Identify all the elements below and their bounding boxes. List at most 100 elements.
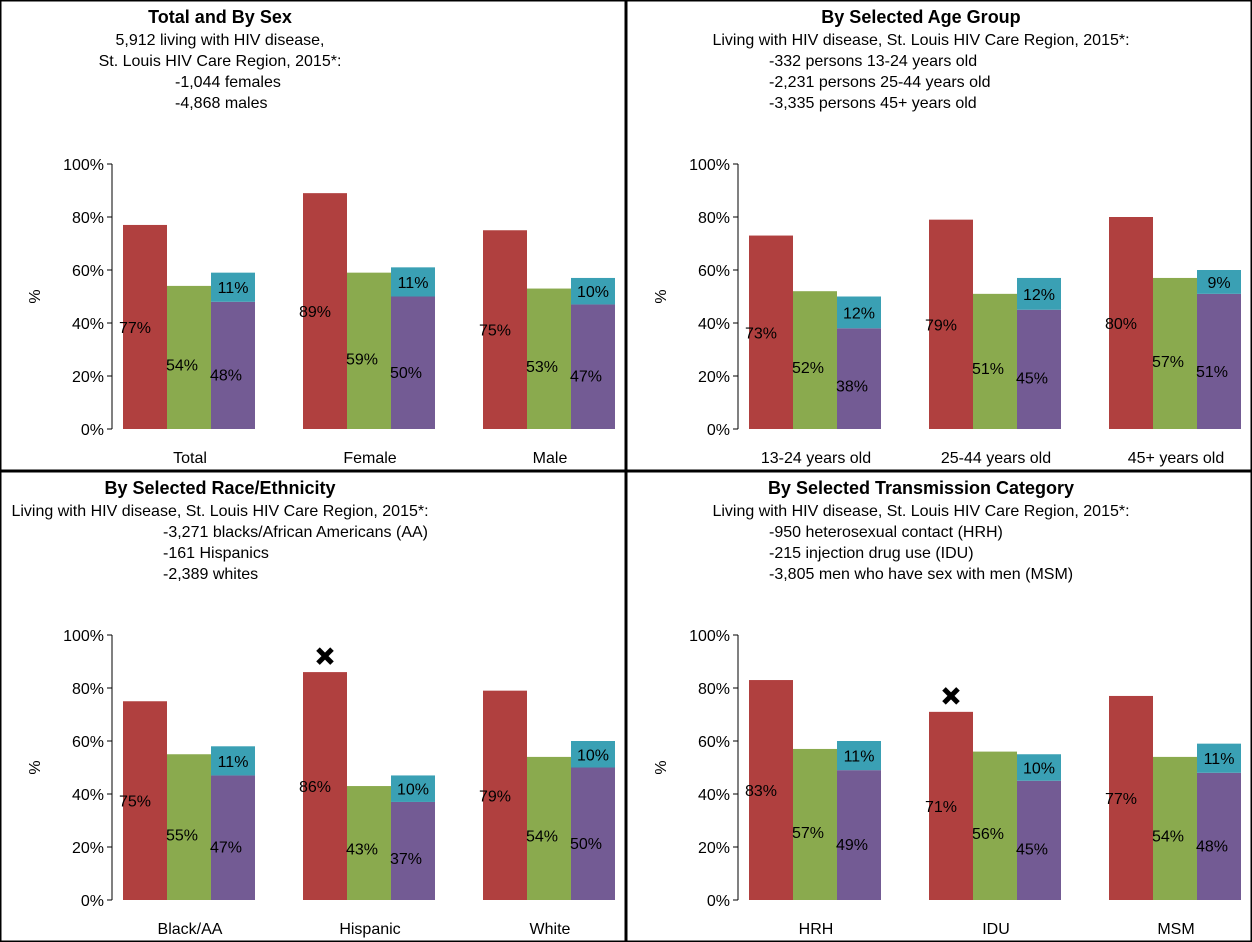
bar-data-label: 80% xyxy=(1105,316,1137,333)
bar-series-3-cap xyxy=(1197,743,1241,773)
y-tick-label: 20% xyxy=(698,840,730,857)
bar-cap-label: 12% xyxy=(1023,287,1055,304)
chart-subtitle-line: Living with HIV disease, St. Louis HIV C… xyxy=(712,503,1129,520)
bar-series-3 xyxy=(391,801,435,900)
bar-series-3 xyxy=(837,770,881,900)
bar-series-3 xyxy=(837,328,881,429)
chart-subtitle-line: -2,231 persons 25-44 years old xyxy=(769,74,990,91)
bar-series-3-cap xyxy=(1017,277,1061,310)
bar-series-3 xyxy=(1197,772,1241,900)
x-category-label: Female xyxy=(343,450,396,467)
y-tick-label: 40% xyxy=(698,787,730,804)
bar-series-3-cap xyxy=(1197,270,1241,294)
bar-series-2 xyxy=(793,291,837,429)
chart-subtitle-line: -1,044 females xyxy=(175,74,281,91)
chart-panel-transmission: By Selected Transmission Category Living … xyxy=(626,471,1252,942)
chart-title: By Selected Race/Ethnicity xyxy=(104,478,335,498)
chart-subtitle-line: 5,912 living with HIV disease, xyxy=(116,32,325,49)
bar-data-label: 71% xyxy=(925,799,957,816)
y-tick-label: 60% xyxy=(698,734,730,751)
chart-svg: By Selected Age Group Living with HIV dis… xyxy=(626,0,1252,471)
bar-series-1 xyxy=(483,230,527,429)
y-axis-label: % xyxy=(653,760,670,774)
bar-series-1 xyxy=(303,193,347,429)
x-category-label: Total xyxy=(173,450,207,467)
chart-title: Total and By Sex xyxy=(148,7,292,27)
bar-series-3-cap xyxy=(837,296,881,329)
bar-series-2 xyxy=(347,786,391,900)
bar-series-3 xyxy=(571,767,615,900)
chart-title: By Selected Transmission Category xyxy=(768,478,1074,498)
bar-data-label: 50% xyxy=(390,365,422,382)
y-tick-label: 40% xyxy=(72,316,104,333)
y-tick-label: 0% xyxy=(707,893,730,910)
bar-series-1 xyxy=(1109,695,1153,900)
y-tick-label: 80% xyxy=(698,210,730,227)
bar-series-1 xyxy=(749,235,793,429)
bar-series-1 xyxy=(929,711,973,900)
bar-series-3-cap xyxy=(211,746,255,776)
bar-data-label: 75% xyxy=(479,323,511,340)
y-tick-label: 100% xyxy=(63,157,104,174)
chart-subtitle-line: -950 heterosexual contact (HRH) xyxy=(769,524,1003,541)
bar-series-2 xyxy=(793,748,837,900)
bar-series-3-cap xyxy=(571,741,615,768)
y-tick-label: 40% xyxy=(698,316,730,333)
bar-cap-label: 10% xyxy=(577,284,609,301)
bar-series-1 xyxy=(749,680,793,900)
bar-data-label: 48% xyxy=(1196,838,1228,855)
x-category-label: Male xyxy=(533,450,568,467)
bar-data-label: 45% xyxy=(1016,842,1048,859)
y-tick-label: 60% xyxy=(698,263,730,280)
bar-cap-label: 11% xyxy=(218,280,249,297)
bar-series-2 xyxy=(1153,756,1197,900)
x-category-label: MSM xyxy=(1157,921,1194,938)
y-tick-label: 100% xyxy=(63,628,104,645)
bar-data-label: 75% xyxy=(119,794,151,811)
x-category-label: IDU xyxy=(982,921,1010,938)
y-tick-label: 80% xyxy=(72,210,104,227)
bar-series-3 xyxy=(1017,780,1061,900)
bar-data-label: 77% xyxy=(119,320,151,337)
bar-data-label: 55% xyxy=(166,827,198,844)
suppression-marker-icon xyxy=(316,647,334,665)
bar-series-2 xyxy=(527,288,571,429)
bar-data-label: 83% xyxy=(745,783,777,800)
bar-data-label: 89% xyxy=(299,304,331,321)
bar-cap-label: 11% xyxy=(844,749,875,766)
suppression-marker-icon xyxy=(942,687,960,705)
y-tick-label: 20% xyxy=(698,369,730,386)
x-category-label: HRH xyxy=(799,921,834,938)
bar-series-2 xyxy=(973,751,1017,900)
bar-data-label: 50% xyxy=(570,836,602,853)
bar-cap-label: 11% xyxy=(218,754,249,771)
y-tick-label: 20% xyxy=(72,840,104,857)
chart-svg: By Selected Transmission Category Living … xyxy=(626,471,1252,942)
bar-data-label: 57% xyxy=(1152,354,1184,371)
bar-data-label: 86% xyxy=(299,779,331,796)
bar-series-3-cap xyxy=(391,775,435,802)
bar-series-1 xyxy=(929,219,973,429)
bar-series-3-cap xyxy=(837,741,881,771)
bar-cap-label: 10% xyxy=(397,782,429,799)
x-category-label: Black/AA xyxy=(158,921,223,938)
bar-data-label: 54% xyxy=(1152,829,1184,846)
y-tick-label: 60% xyxy=(72,734,104,751)
x-category-label: 45+ years old xyxy=(1128,450,1225,467)
bar-series-2 xyxy=(973,293,1017,429)
bar-data-label: 47% xyxy=(210,839,242,856)
bar-series-1 xyxy=(123,224,167,429)
y-axis-label: % xyxy=(653,289,670,303)
bar-series-3 xyxy=(1197,293,1241,429)
bar-series-2 xyxy=(167,285,211,429)
y-tick-label: 0% xyxy=(81,893,104,910)
chart-subtitle-line: -161 Hispanics xyxy=(163,545,269,562)
bar-series-3 xyxy=(571,304,615,429)
bar-series-2 xyxy=(167,754,211,900)
chart-subtitle-line: -3,805 men who have sex with men (MSM) xyxy=(769,566,1073,583)
bar-series-3-cap xyxy=(571,277,615,305)
bar-data-label: 53% xyxy=(526,359,558,376)
x-category-label: Hispanic xyxy=(339,921,400,938)
bar-data-label: 48% xyxy=(210,367,242,384)
chart-panel-total-by-sex: Total and By Sex 5,912 living with HIV di… xyxy=(0,0,626,471)
